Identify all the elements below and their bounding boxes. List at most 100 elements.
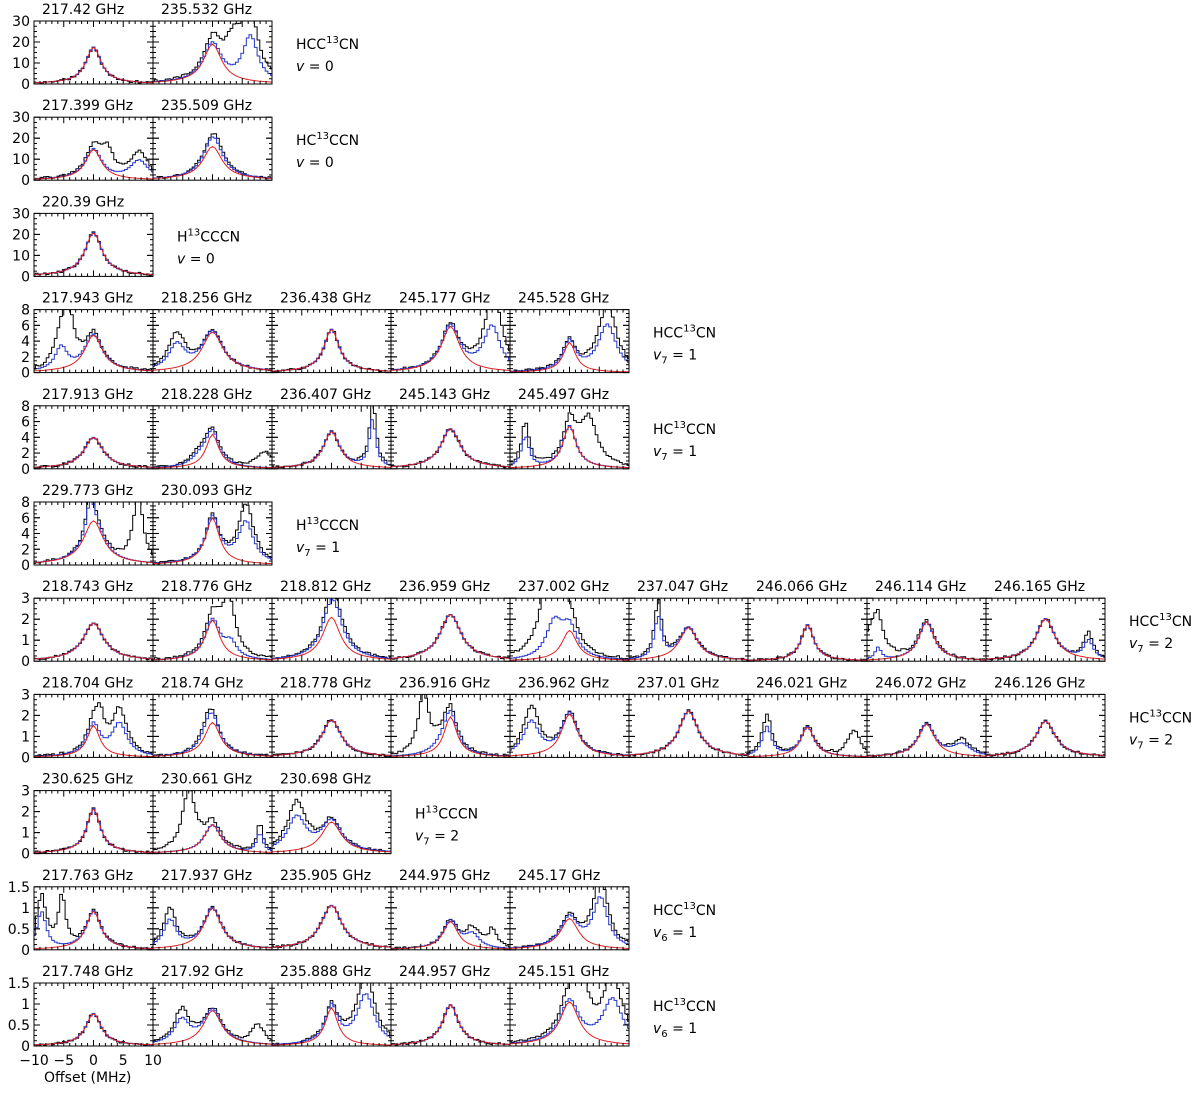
species-model-line bbox=[153, 619, 272, 661]
panel-frame bbox=[628, 693, 749, 758]
spectrum-panel: 229.773 GHz bbox=[33, 483, 154, 566]
panel-frame bbox=[390, 982, 511, 1047]
panel-frame bbox=[985, 597, 1106, 662]
total-model-line bbox=[510, 711, 629, 756]
spectrum-panel: 218.743 GHz bbox=[33, 579, 154, 662]
species-model-line bbox=[510, 917, 629, 949]
observed-spectrum-line bbox=[34, 622, 153, 661]
total-model-line bbox=[629, 616, 748, 660]
y-tick-label: 30 bbox=[12, 110, 30, 126]
species-model-line bbox=[748, 623, 867, 661]
species-model-line bbox=[34, 520, 153, 564]
y-tick-label: 4 bbox=[21, 430, 30, 446]
species-model-line bbox=[391, 613, 510, 659]
species-model-line bbox=[510, 424, 629, 469]
panel-frame bbox=[33, 597, 154, 662]
spectrum-panel: 244.957 GHz bbox=[390, 964, 511, 1047]
panel-frame bbox=[509, 982, 630, 1047]
panel-frame bbox=[271, 597, 392, 662]
observed-spectrum-line bbox=[986, 719, 1105, 757]
species-label: HC13CCN bbox=[296, 131, 359, 149]
spectrum-panel: 218.74 GHz bbox=[152, 675, 273, 758]
total-model-line bbox=[510, 896, 629, 949]
total-model-line bbox=[629, 710, 748, 756]
species-model-line bbox=[510, 1001, 629, 1045]
panel-frequency-label: 237.01 GHz bbox=[637, 675, 719, 691]
panel-frequency-label: 236.438 GHz bbox=[280, 291, 371, 307]
y-tick-label: 1 bbox=[21, 729, 30, 745]
species-label: HCC13CN bbox=[653, 901, 716, 919]
species-model-line bbox=[153, 824, 272, 853]
total-model-line bbox=[867, 621, 986, 661]
vibrational-state-label: v = 0 bbox=[177, 251, 215, 267]
total-model-line bbox=[272, 419, 391, 468]
panel-frequency-label: 218.256 GHz bbox=[161, 291, 252, 307]
y-tick-label: 1.5 bbox=[8, 880, 30, 896]
y-tick-label: 10 bbox=[12, 152, 30, 168]
y-tick-label: 8 bbox=[21, 399, 30, 415]
y-tick-label: 2 bbox=[21, 350, 30, 366]
panel-frame bbox=[390, 886, 511, 951]
vibrational-state-label: v7 = 2 bbox=[1129, 732, 1173, 751]
panel-frequency-label: 245.528 GHz bbox=[518, 291, 609, 307]
y-tick-label: 0 bbox=[21, 269, 30, 285]
spectrum-panel: 245.143 GHz bbox=[390, 387, 511, 470]
species-model-line bbox=[748, 726, 867, 758]
y-tick-label: 1 bbox=[21, 997, 30, 1013]
panel-frequency-label: 217.748 GHz bbox=[42, 964, 133, 980]
y-tick-label: 1.5 bbox=[8, 976, 30, 992]
species-model-line bbox=[272, 616, 391, 660]
panel-frame bbox=[152, 116, 273, 181]
spectrum-panel: 230.661 GHz bbox=[152, 772, 273, 855]
y-tick-label: 20 bbox=[12, 227, 30, 243]
species-model-line bbox=[867, 621, 986, 661]
observed-spectrum-line bbox=[34, 702, 153, 758]
panel-frame bbox=[33, 309, 154, 374]
y-tick-label: 1 bbox=[21, 901, 30, 917]
species-model-line bbox=[272, 430, 391, 468]
panel-frequency-label: 217.42 GHz bbox=[42, 2, 124, 18]
total-model-line bbox=[391, 428, 510, 468]
observed-spectrum-line bbox=[391, 1005, 510, 1046]
total-model-line bbox=[272, 599, 391, 659]
panel-frame bbox=[509, 309, 630, 374]
spectrum-row: 0 1 2 3 218.704 GHz 218.74 GHz 218.778 GHz 236.… bbox=[21, 675, 1192, 766]
x-tick-label: 10 bbox=[144, 1053, 162, 1069]
panel-frequency-label: 235.509 GHz bbox=[161, 98, 252, 114]
observed-spectrum-line bbox=[629, 599, 748, 661]
spectrum-panel: 218.778 GHz bbox=[271, 675, 392, 758]
panel-frame bbox=[33, 212, 154, 277]
y-tick-label: 6 bbox=[21, 415, 30, 431]
observed-spectrum-line bbox=[272, 329, 391, 373]
species-label: H13CCCN bbox=[415, 805, 478, 823]
species-model-line bbox=[34, 148, 153, 180]
spectrum-panel: 244.975 GHz bbox=[390, 868, 511, 951]
y-tick-label: 2 bbox=[21, 446, 30, 462]
panel-frequency-label: 229.773 GHz bbox=[42, 483, 133, 499]
panel-frequency-label: 218.743 GHz bbox=[42, 579, 133, 595]
observed-spectrum-line bbox=[153, 598, 272, 661]
total-model-line bbox=[986, 720, 1105, 756]
y-tick-label: 0.5 bbox=[8, 1018, 30, 1034]
species-label: HCC13CN bbox=[653, 324, 716, 342]
observed-spectrum-line bbox=[510, 983, 629, 1043]
species-model-line bbox=[34, 46, 153, 84]
species-model-line bbox=[510, 629, 629, 661]
y-tick-label: 0 bbox=[21, 462, 30, 478]
total-model-line bbox=[153, 34, 272, 83]
panel-frame bbox=[390, 597, 511, 662]
panel-frequency-label: 236.916 GHz bbox=[399, 675, 490, 691]
spectrum-panel: 220.39 GHz bbox=[33, 194, 154, 277]
species-model-line bbox=[153, 907, 272, 949]
spectrum-panel: 236.959 GHz bbox=[390, 579, 511, 662]
spectrum-panel: 218.812 GHz bbox=[271, 579, 392, 662]
observed-spectrum-line bbox=[272, 720, 391, 758]
total-model-line bbox=[153, 136, 272, 179]
observed-spectrum-line bbox=[510, 704, 629, 757]
panel-frequency-label: 246.072 GHz bbox=[875, 675, 966, 691]
panel-frequency-label: 218.778 GHz bbox=[280, 675, 371, 691]
panel-frame bbox=[390, 405, 511, 470]
panel-frame bbox=[152, 693, 273, 758]
observed-spectrum-line bbox=[153, 790, 272, 851]
spectrum-row: 0 0.5 1 1.5 217.763 GHz 217.937 GHz 235.905 GH… bbox=[8, 868, 716, 959]
